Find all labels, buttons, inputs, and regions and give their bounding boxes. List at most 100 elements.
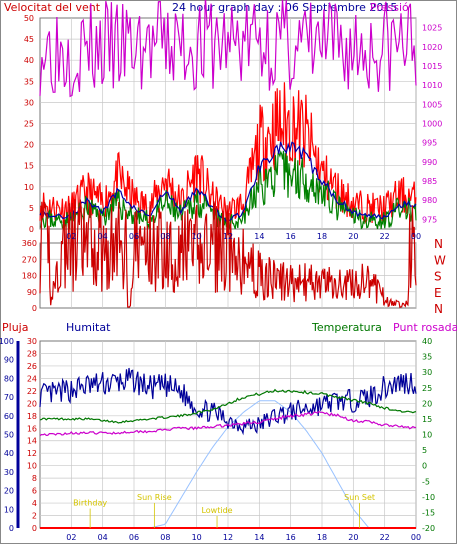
pressure-y-tick: 975: [422, 215, 437, 224]
rain-y-tick: 12: [27, 449, 37, 458]
wind-y-tick: 45: [24, 35, 34, 44]
wind-x-tick: 10: [192, 232, 202, 241]
humidity-x-tick: 20: [348, 533, 358, 542]
annotation-label: Sun Set: [344, 493, 375, 502]
rain-y-tick: 22: [27, 387, 37, 396]
humidity-y-tick: 40: [4, 449, 14, 458]
rain-y-tick: 6: [32, 487, 37, 496]
direction-y-tick: 0: [32, 304, 37, 313]
pressure-y-tick: 1025: [422, 24, 442, 33]
rain-y-tick: 2: [32, 512, 37, 521]
wind-y-tick: 5: [29, 204, 34, 213]
direction-y-tick: 270: [22, 255, 37, 264]
rain-y-tick: 4: [32, 499, 37, 508]
pressure-y-tick: 990: [422, 158, 437, 167]
humidity-x-tick: 14: [254, 533, 264, 542]
humidity-x-tick: 00: [411, 533, 421, 542]
humidity-y-tick: 100: [0, 337, 14, 346]
wind-x-tick: 16: [286, 232, 296, 241]
humidity-y-tick: 90: [4, 356, 14, 365]
temperature-y-tick: 35: [422, 353, 432, 362]
humidity-y-tick: 10: [4, 505, 14, 514]
humidity-x-tick: 10: [192, 533, 202, 542]
humidity-x-tick: 06: [129, 533, 139, 542]
humidity-x-tick: 08: [160, 533, 170, 542]
humidity-x-tick: 16: [286, 533, 296, 542]
wind-y-tick: 40: [24, 56, 34, 65]
rain-y-tick: 10: [27, 462, 37, 471]
pressure-y-tick: 1015: [422, 62, 442, 71]
humidity-y-tick: 50: [4, 431, 14, 440]
temperature-y-tick: -10: [422, 493, 435, 502]
graph-title: 24 hour graph day : 06 Septiembre 2015: [172, 1, 397, 14]
humidity-grid: [16, 341, 417, 528]
temperature-y-tick: -5: [422, 477, 430, 486]
pressure-y-tick: 1000: [422, 120, 442, 129]
pressure-y-tick: 1020: [422, 43, 442, 52]
compass-tick: E: [434, 286, 442, 300]
wind-x-tick: 14: [254, 232, 264, 241]
wind-direction-series: [39, 199, 417, 309]
direction-y-tick: 360: [22, 239, 37, 248]
humidity-x-tick: 18: [317, 533, 327, 542]
rain-y-tick: 26: [27, 362, 37, 371]
rain-y-tick: 18: [27, 412, 37, 421]
temperature-y-tick: 10: [422, 431, 432, 440]
wind-y-tick: 10: [24, 183, 34, 192]
wind-x-tick: 22: [380, 232, 390, 241]
direction-y-tick: 90: [27, 288, 37, 297]
dew-point-series: [39, 411, 417, 437]
rain-y-tick: 0: [32, 524, 37, 533]
humidity-y-tick: 20: [4, 487, 14, 496]
rain-legend: Pluja: [2, 321, 28, 334]
rain-y-tick: 14: [27, 437, 37, 446]
rain-y-tick: 8: [32, 474, 37, 483]
humidity-y-tick: 30: [4, 468, 14, 477]
dew-legend: Punt rosada: [393, 321, 457, 334]
wind-x-tick: 02: [66, 232, 76, 241]
wind-speed-label: Velocitat del vent: [4, 1, 101, 14]
temperature-y-tick: 30: [422, 368, 432, 377]
humidity-x-tick: 02: [66, 533, 76, 542]
humidity-y-tick: 60: [4, 412, 14, 421]
wind-y-tick: 30: [24, 98, 34, 107]
wind-x-tick: 08: [160, 232, 170, 241]
humidity-y-tick: 0: [9, 524, 14, 533]
event-annotations: Birthday Sun Rise Lowtide Sun Set: [73, 493, 375, 528]
temperature-y-tick: 0: [422, 462, 427, 471]
rain-y-tick: 24: [27, 374, 37, 383]
pressure-y-tick: 1005: [422, 100, 442, 109]
pressure-series: [39, 0, 417, 98]
direction-y-tick: 180: [22, 272, 37, 281]
compass-tick: N: [434, 237, 443, 251]
compass-tick: W: [434, 253, 446, 267]
humidity-y-tick: 80: [4, 374, 14, 383]
wind-y-tick: 50: [24, 14, 34, 23]
annotation-label: Birthday: [73, 499, 107, 508]
rain-y-tick: 30: [27, 337, 37, 346]
temperature-y-tick: 40: [422, 337, 432, 346]
pressure-y-tick: 985: [422, 177, 437, 186]
compass-tick: N: [434, 302, 443, 316]
rain-y-tick: 16: [27, 424, 37, 433]
temperature-legend: Temperatura: [311, 321, 382, 334]
temperature-y-tick: -20: [422, 524, 435, 533]
wind-tick-labels: 0510152025303540455097598098599099510001…: [24, 14, 443, 241]
humidity-x-tick: 12: [223, 533, 233, 542]
temperature-y-tick: 20: [422, 399, 432, 408]
pressure-y-tick: 1010: [422, 81, 442, 90]
humidity-x-tick: 04: [98, 533, 108, 542]
temperature-y-tick: 15: [422, 415, 432, 424]
temperature-y-tick: 5: [422, 446, 427, 455]
compass-tick: S: [434, 270, 442, 284]
humidity-series: [39, 367, 417, 436]
annotation-label: Lowtide: [201, 506, 232, 515]
pressure-y-tick: 995: [422, 139, 437, 148]
humidity-x-tick: 22: [380, 533, 390, 542]
humidity-legend: Humitat: [66, 321, 111, 334]
wind-x-tick: 18: [317, 232, 327, 241]
